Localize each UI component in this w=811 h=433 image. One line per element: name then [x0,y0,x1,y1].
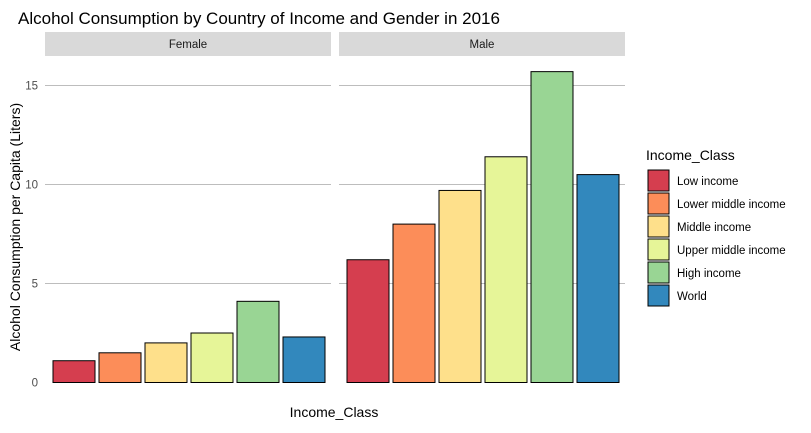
legend-key-high-income [647,261,670,284]
bar-male-lower-middle-income [392,223,436,383]
legend-label-high-income: High income [677,268,741,280]
legend-item-lower-middle-income: Lower middle income [647,192,786,215]
bar-female-low-income [52,360,96,384]
facet-strip-male [339,32,625,56]
facet-strip-label-female: Female [169,39,207,51]
legend-key-lower-middle-income [647,192,670,215]
legend-label-lower-middle-income: Lower middle income [677,199,786,211]
legend-label-upper-middle-income: Upper middle income [677,245,786,257]
y-axis-title: Alcohol Consumption per Capita (Liters) [7,103,23,351]
legend-label-low-income: Low income [677,176,738,188]
facets-layer: Female Male [45,32,625,384]
y-tick-label-5: 5 [32,279,38,291]
x-axis-title: Income_Class [290,404,379,420]
legend-key-low-income [647,169,670,192]
facet-strip-label-male: Male [470,39,495,51]
bar-male-low-income [346,259,390,383]
legend-title: Income_Class [646,147,735,163]
facet-strip-female [45,32,331,56]
bar-female-world [282,336,326,383]
bar-female-upper-middle-income [190,332,234,383]
legend-label-world: World [677,291,707,303]
bar-male-high-income [530,71,574,383]
legend-key-upper-middle-income [647,238,670,261]
bar-female-middle-income [144,342,188,383]
legend-item-low-income: Low income [647,169,738,192]
legend: Income_Class Low income Lower middle inco… [646,147,786,307]
legend-item-upper-middle-income: Upper middle income [647,238,786,261]
y-axis: 0 5 10 15 [25,81,38,390]
y-tick-label-10: 10 [25,180,38,192]
facet-female: Female [45,32,331,384]
legend-item-middle-income: Middle income [647,215,751,238]
legend-key-world [647,284,670,307]
bar-male-world [576,174,620,383]
bar-male-middle-income [438,189,482,383]
y-tick-label-15: 15 [25,81,38,93]
bar-female-lower-middle-income [98,352,142,383]
legend-item-high-income: High income [647,261,741,284]
bar-female-high-income [236,300,280,384]
bar-male-upper-middle-income [484,156,528,383]
y-tick-label-0: 0 [32,378,38,390]
legend-item-world: World [647,284,707,307]
chart-title: Alcohol Consumption by Country of Income… [18,9,500,28]
legend-key-middle-income [647,215,670,238]
legend-label-middle-income: Middle income [677,222,751,234]
facet-male: Male [339,32,625,383]
